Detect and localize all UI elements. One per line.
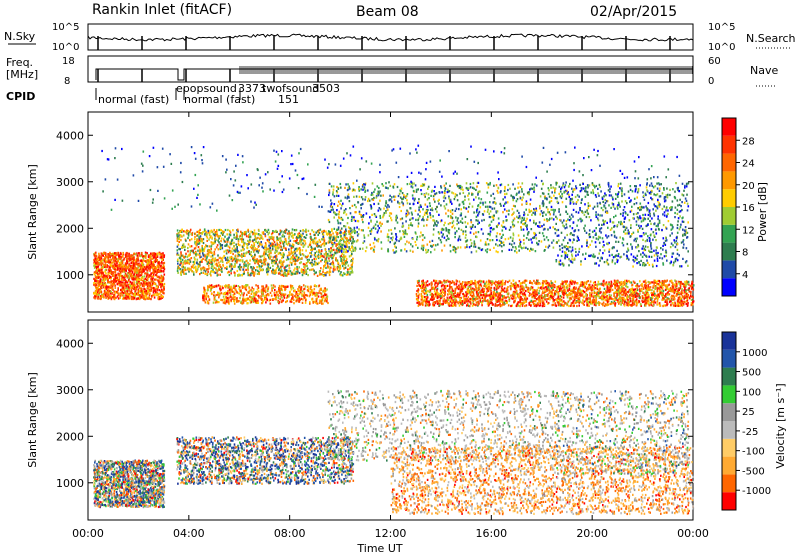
freq-panel: Freq. [MHz] 18 8 60 0 Nave	[6, 55, 778, 87]
velocity-y-axis: 1000 2000 3000 4000	[56, 337, 693, 490]
colorbar-swatch	[722, 135, 736, 154]
freq-trace	[95, 66, 693, 82]
y-tick-label: 3000	[56, 176, 84, 189]
x-tick-label: 04:00	[173, 527, 205, 540]
cpid-entry-3503: 3503	[312, 82, 340, 95]
colorbar-swatch	[722, 189, 736, 207]
noise-left-tick-bottom: 10^0	[52, 42, 79, 53]
y-tick-label: 3000	[56, 384, 84, 397]
velocity-plot-frame	[87, 319, 694, 521]
colorbar-tick-label: 500	[742, 368, 761, 379]
colorbar-swatch	[722, 118, 736, 136]
noise-sky-label: N.Sky	[4, 30, 36, 43]
colorbar-tick-label: -500	[742, 466, 765, 477]
cpid-entry-twofsound: twofsound	[262, 82, 319, 95]
power-colorbar: 28 24 20 16 12 8 4 Power [dB]	[721, 117, 769, 297]
nave-tick-bottom: 0	[708, 76, 714, 87]
beam-title: Beam 08	[356, 4, 419, 20]
colorbar-swatch	[722, 171, 736, 190]
velocity-colorbar: 1000 500 100 25 -25 -100 -500 -1000 Velocity [m…	[721, 331, 787, 511]
power-plot-frame	[87, 111, 694, 313]
station-title: Rankin Inlet (fitACF)	[92, 2, 232, 18]
y-tick-label: 4000	[56, 337, 84, 350]
cpid-entry-3373: 3373	[238, 82, 266, 95]
colorbar-tick-label: 12	[742, 225, 755, 236]
cpid-entry-151: 151	[278, 93, 299, 106]
freq-label: Freq.	[6, 56, 33, 69]
noise-right-tick-bottom: 10^0	[708, 42, 735, 53]
colorbar-swatch	[722, 207, 736, 225]
y-tick-label: 1000	[56, 269, 84, 282]
colorbar-swatch	[722, 492, 736, 510]
x-tick-label: 00:00	[72, 527, 104, 540]
colorbar-tick-label: 28	[742, 136, 755, 147]
colorbar-tick-label: -100	[742, 447, 765, 458]
colorbar-tick-label: 100	[742, 387, 761, 398]
velocity-ylabel: Slant Range [km]	[26, 372, 39, 468]
noise-left-tick-top: 10^5	[52, 22, 79, 33]
power-ylabel: Slant Range [km]	[26, 164, 39, 260]
y-tick-label: 2000	[56, 430, 84, 443]
cpid-row: CPID normal (fast) epopsound 3373 normal…	[6, 82, 340, 106]
date-title: 02/Apr/2015	[590, 4, 677, 20]
y-tick-label: 1000	[56, 477, 84, 490]
x-tick-label: 12:00	[375, 527, 407, 540]
noise-search-label: N.Search	[746, 32, 796, 45]
colorbar-swatch	[722, 349, 736, 368]
nave-tick-top: 60	[708, 56, 721, 67]
colorbar-swatch	[722, 242, 736, 261]
noise-right-tick-top: 10^5	[708, 22, 735, 33]
colorbar-swatch	[722, 403, 736, 421]
colorbar-swatch	[722, 474, 736, 493]
colorbar-tick-label: 4	[742, 270, 748, 281]
x-tick-label: 08:00	[274, 527, 306, 540]
velocity-colorbar-label: Velocity [m s⁻¹]	[774, 383, 787, 468]
velocity-scatter	[93, 389, 695, 516]
colorbar-swatch	[722, 456, 736, 475]
cpid-entry-normal-1: normal (fast)	[98, 93, 169, 106]
colorbar-tick-label: 16	[742, 203, 755, 214]
colorbar-tick-label: 20	[742, 181, 755, 192]
power-colorbar-label: Power [dB]	[756, 182, 769, 242]
colorbar-swatch	[722, 153, 736, 172]
power-y-axis: 1000 2000 3000 4000	[56, 129, 693, 282]
colorbar-swatch	[722, 438, 736, 457]
power-panel: 1000 2000 3000 4000 Slant Range [km]	[26, 111, 695, 313]
y-tick-label: 2000	[56, 222, 84, 235]
colorbar-swatch	[722, 278, 736, 296]
x-tick-label: 16:00	[475, 527, 507, 540]
colorbar-tick-label: 1000	[742, 348, 767, 359]
colorbar-tick-label: -1000	[742, 486, 771, 497]
time-x-axis: 00:00 04:00 08:00 12:00 16:00 20:00 00:00	[72, 112, 709, 540]
y-tick-label: 4000	[56, 129, 84, 142]
noise-trace	[87, 33, 694, 50]
cpid-label: CPID	[6, 90, 35, 103]
nave-label: Nave	[750, 64, 778, 77]
freq-tick-top: 18	[62, 56, 75, 67]
colorbar-swatch	[722, 385, 736, 404]
colorbar-swatch	[722, 224, 736, 243]
colorbar-tick-label: 8	[742, 248, 748, 259]
cpid-entry-epopsound: epopsound	[176, 82, 237, 95]
noise-panel: N.Sky 10^5 10^0 10^5 10^0 N.Search	[4, 22, 796, 53]
cpid-entry-normal-2: normal (fast)	[184, 93, 255, 106]
colorbar-swatch	[722, 367, 736, 386]
colorbar-tick-label: 24	[742, 159, 755, 170]
x-tick-label: 20:00	[576, 527, 608, 540]
colorbar-tick-label: 25	[742, 407, 755, 418]
colorbar-tick-label: -25	[742, 427, 758, 438]
x-tick-label: 00:00	[677, 527, 709, 540]
freq-tick-bottom: 8	[64, 76, 70, 87]
power-scatter	[93, 144, 695, 308]
time-xlabel: Time UT	[356, 542, 402, 554]
colorbar-swatch	[722, 260, 736, 279]
freq-unit-label: [MHz]	[6, 68, 38, 81]
colorbar-swatch	[722, 421, 736, 439]
colorbar-swatch	[722, 332, 736, 350]
